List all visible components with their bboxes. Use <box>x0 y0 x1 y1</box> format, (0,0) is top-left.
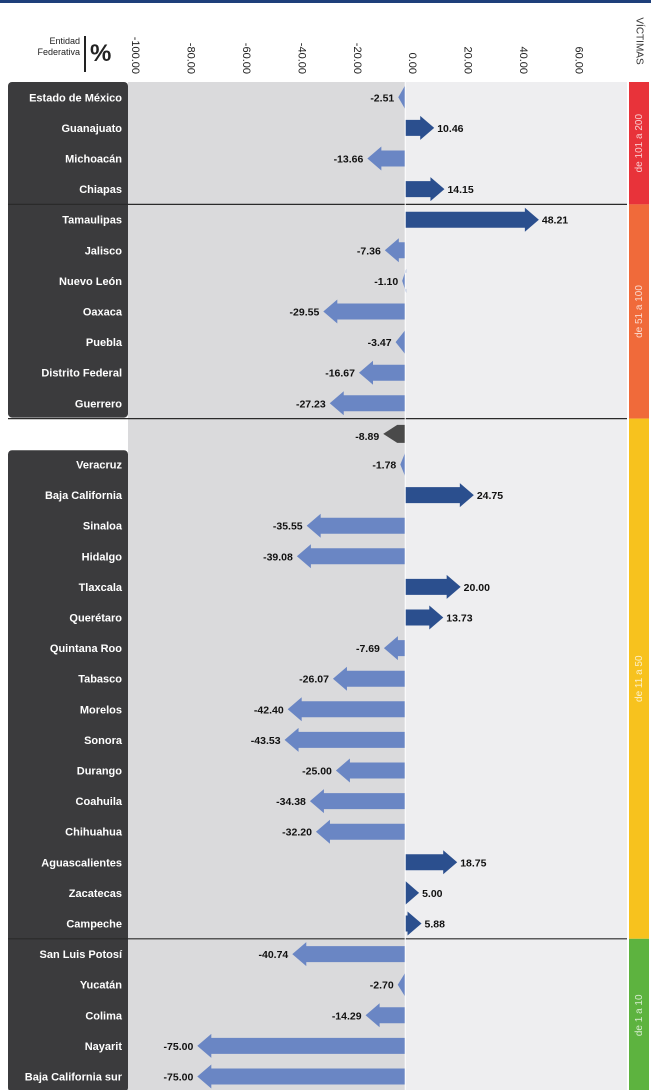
bar-value-label: -14.29 <box>332 1010 362 1022</box>
state-label: Guanajuato <box>61 123 122 135</box>
bar-value-label: -40.74 <box>259 949 289 961</box>
bar-value-label: -3.47 <box>368 337 392 349</box>
state-label: Nuevo León <box>59 276 122 288</box>
bar-value-label: 5.00 <box>422 888 443 900</box>
state-label: Querétaro <box>69 613 122 625</box>
bar-value-label: -32.20 <box>282 827 312 839</box>
x-tick-label: 40.00 <box>517 46 529 74</box>
bar-value-label: -2.51 <box>370 92 394 104</box>
state-label: San Luis Potosí <box>39 949 122 961</box>
state-label: Chiapas <box>79 184 122 196</box>
x-tick-label: -60.00 <box>240 43 252 74</box>
x-tick-label: 20.00 <box>462 46 474 74</box>
victim-band-label: de 11 a 50 <box>634 655 645 702</box>
state-label: Tlaxcala <box>79 582 123 594</box>
bar-value-label: -27.23 <box>296 398 326 410</box>
state-label: Oaxaca <box>83 307 123 319</box>
bar-value-label: -2.70 <box>370 980 394 992</box>
state-label: Durango <box>77 766 123 778</box>
state-label: Campeche <box>66 919 122 931</box>
bar-value-label: -16.67 <box>325 368 355 380</box>
state-label: Jalisco <box>85 245 123 257</box>
x-tick-label: 0.00 <box>406 53 418 74</box>
bar-value-label: -7.36 <box>357 245 381 257</box>
x-tick-label: 60.00 <box>573 46 585 74</box>
victim-band-strip: de 101 a 200 de 51 a 100 de 11 a 50 de 1 a … <box>629 82 649 1090</box>
bar-value-label: 14.15 <box>447 184 473 196</box>
state-label: Distrito Federal <box>41 368 122 380</box>
state-label: Guerrero <box>75 398 122 410</box>
national-average-label: MEDIA NACIONAL <box>12 429 108 441</box>
x-tick-label: -20.00 <box>351 43 363 74</box>
state-label: Yucatán <box>80 980 122 992</box>
state-label: Michoacán <box>65 154 122 166</box>
bar-value-label: -35.55 <box>273 521 303 533</box>
state-label: Tamaulipas <box>62 215 122 227</box>
state-label: Colima <box>85 1010 123 1022</box>
state-label: Puebla <box>86 337 123 349</box>
bar-value-label: 18.75 <box>460 857 486 869</box>
bar-value-label: -7.69 <box>356 643 380 655</box>
state-label: Nayarit <box>85 1041 123 1053</box>
state-label: Chihuahua <box>65 827 123 839</box>
state-label: Baja California sur <box>25 1072 123 1084</box>
bar-value-label: 20.00 <box>464 582 490 594</box>
state-label: Veracruz <box>76 460 122 472</box>
victim-band-label: de 1 a 10 <box>634 994 645 1036</box>
bar-value-label: 24.75 <box>477 490 503 502</box>
bar-value-label: -25.00 <box>302 766 332 778</box>
bar-value-label: 48.21 <box>542 215 568 227</box>
state-label: Coahuila <box>76 796 123 808</box>
x-tick-label: -80.00 <box>184 43 196 74</box>
state-label: Sinaloa <box>83 521 123 533</box>
state-label: Hidalgo <box>82 551 123 563</box>
bar-value-label: 13.73 <box>446 613 472 625</box>
bar-value-label: -43.53 <box>251 735 281 747</box>
x-tick-label: -40.00 <box>295 43 307 74</box>
state-label: Estado de México <box>29 92 122 104</box>
x-axis-ticks: -100.00 -80.00 -60.00 -40.00 -20.00 0.00 20.00… <box>129 37 585 74</box>
bar-value-label: -13.66 <box>334 154 364 166</box>
bar-value-label: -1.10 <box>374 276 398 288</box>
bar-value-label: -34.38 <box>276 796 306 808</box>
national-average-value: -8.89 <box>355 431 379 443</box>
victim-band-label: de 51 a 100 <box>634 285 645 338</box>
bar-value-label: 5.88 <box>425 919 446 931</box>
bar-value-label: -39.08 <box>263 551 293 563</box>
x-tick-label: -100.00 <box>129 37 141 74</box>
state-label: Aguascalientes <box>41 857 122 869</box>
bar-value-label: -1.78 <box>372 460 396 472</box>
state-label: Tabasco <box>78 674 122 686</box>
bar-value-label: -29.55 <box>290 307 320 319</box>
state-label: Morelos <box>80 704 122 716</box>
bar-value-label: -26.07 <box>299 674 329 686</box>
bar-value-label: 10.46 <box>437 123 463 135</box>
bar-value-label: -75.00 <box>164 1072 194 1084</box>
state-label: Baja California <box>45 490 123 502</box>
bar-value-label: -75.00 <box>164 1041 194 1053</box>
bar-value-label: -42.40 <box>254 704 284 716</box>
state-label: Sonora <box>84 735 123 747</box>
victim-band-label: de 101 a 200 <box>634 114 645 173</box>
state-label: Quintana Roo <box>50 643 122 655</box>
state-label: Zacatecas <box>69 888 122 900</box>
